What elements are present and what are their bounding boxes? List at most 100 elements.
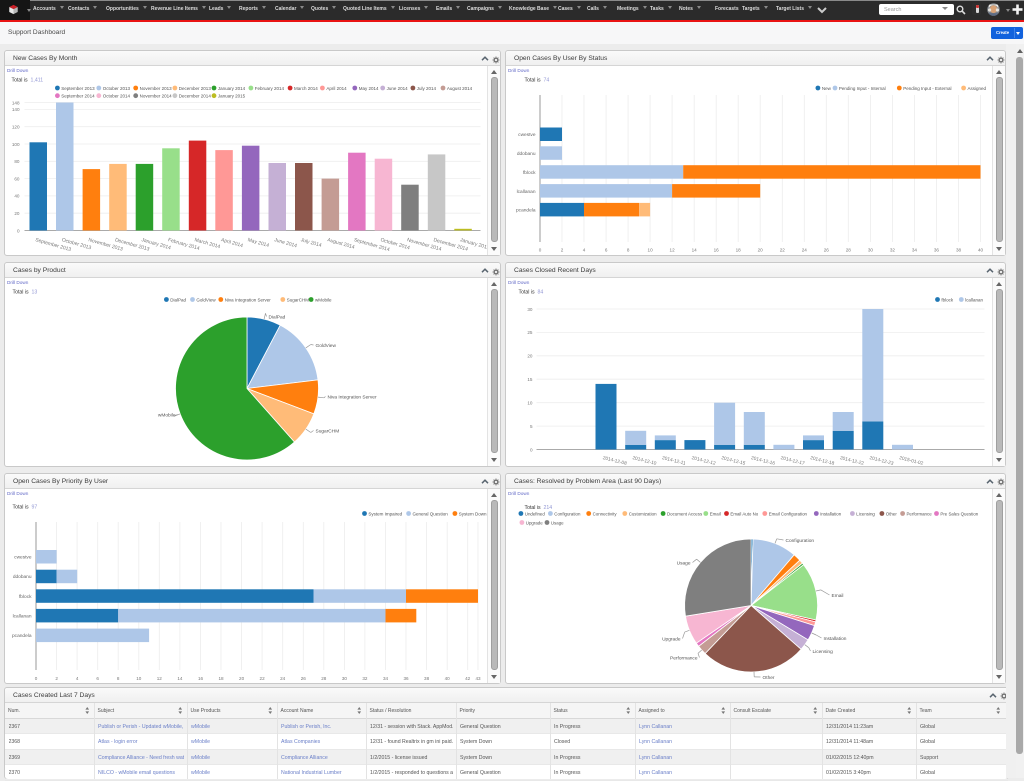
svg-text:Configuration: Configuration: [554, 511, 581, 516]
svg-text:December 2013: December 2013: [179, 86, 212, 91]
svg-text:Niva Integration Server: Niva Integration Server: [225, 298, 272, 303]
svg-text:Undefined: Undefined: [525, 511, 546, 516]
svg-text:SugarCHM: SugarCHM: [287, 298, 310, 303]
svg-text:42: 42: [465, 676, 471, 681]
svg-text:Installation: Installation: [820, 511, 842, 516]
svg-text:Email: Email: [832, 593, 844, 599]
svg-text:60: 60: [14, 176, 20, 181]
svg-text:Upgrade: Upgrade: [662, 636, 681, 642]
svg-text:12: 12: [157, 676, 163, 681]
svg-text:22: 22: [260, 676, 266, 681]
svg-text:lcallanan: lcallanan: [517, 189, 536, 195]
svg-text:24: 24: [802, 248, 808, 253]
svg-text:140: 140: [12, 107, 20, 112]
svg-text:Usage: Usage: [677, 560, 691, 566]
svg-text:6: 6: [96, 676, 99, 681]
svg-text:pcandela: pcandela: [516, 208, 536, 214]
svg-text:40: 40: [14, 194, 20, 199]
svg-text:2014-12-16: 2014-12-16: [750, 455, 776, 467]
svg-text:September 2013: September 2013: [61, 86, 95, 91]
svg-text:November 2013: November 2013: [140, 86, 173, 91]
svg-text:8: 8: [627, 248, 630, 253]
svg-text:Performance: Performance: [907, 511, 933, 516]
svg-text:4: 4: [76, 676, 79, 681]
svg-text:2015-01-02: 2015-01-02: [899, 455, 925, 467]
svg-text:Assigned: Assigned: [968, 86, 987, 91]
svg-text:lcallanan: lcallanan: [13, 613, 32, 619]
svg-text:Email: Email: [710, 511, 721, 516]
svg-text:10: 10: [648, 248, 654, 253]
svg-text:84: 84: [538, 290, 544, 296]
svg-text:ddobanu: ddobanu: [13, 574, 32, 580]
svg-text:Total is: Total is: [12, 78, 29, 84]
svg-text:Niva Integration Server: Niva Integration Server: [328, 395, 377, 401]
svg-text:28: 28: [846, 248, 852, 253]
svg-text:April 2014: April 2014: [220, 237, 244, 249]
svg-text:lcallanan: lcallanan: [965, 298, 983, 303]
svg-text:GoldView: GoldView: [196, 298, 216, 303]
svg-text:Other: Other: [886, 511, 898, 516]
svg-text:May 2014: May 2014: [359, 86, 379, 91]
svg-text:38: 38: [956, 248, 962, 253]
svg-text:September 2014: September 2014: [61, 94, 95, 99]
svg-text:214: 214: [544, 505, 553, 511]
svg-text:16: 16: [198, 676, 204, 681]
svg-text:2014-12-10: 2014-12-10: [632, 455, 658, 467]
svg-text:26: 26: [824, 248, 830, 253]
svg-text:fblock: fblock: [19, 593, 32, 599]
svg-text:Email Configuration: Email Configuration: [769, 511, 808, 516]
svg-text:5: 5: [530, 424, 533, 429]
svg-text:Document Access: Document Access: [667, 511, 703, 516]
svg-text:SugarCHM: SugarCHM: [316, 429, 340, 435]
svg-text:38: 38: [424, 676, 430, 681]
svg-text:36: 36: [934, 248, 940, 253]
svg-text:April 2014: April 2014: [326, 86, 347, 91]
svg-text:40: 40: [978, 248, 984, 253]
svg-text:June 2014: June 2014: [273, 237, 297, 249]
svg-text:14: 14: [692, 248, 698, 253]
svg-text:Other: Other: [763, 675, 775, 681]
svg-text:Configuration: Configuration: [786, 538, 815, 544]
svg-text:20: 20: [527, 354, 533, 359]
svg-text:43: 43: [475, 676, 481, 681]
svg-text:26: 26: [301, 676, 307, 681]
svg-text:June 2014: June 2014: [387, 86, 409, 91]
svg-text:30: 30: [868, 248, 874, 253]
svg-text:32: 32: [362, 676, 368, 681]
svg-text:January 2014: January 2014: [218, 86, 246, 91]
svg-text:2014-12-17: 2014-12-17: [780, 455, 806, 467]
svg-text:System Impaired: System Impaired: [368, 511, 402, 516]
svg-text:16: 16: [714, 248, 720, 253]
svg-text:80: 80: [14, 159, 20, 164]
svg-text:34: 34: [912, 248, 918, 253]
svg-text:July 2014: July 2014: [417, 86, 437, 91]
svg-text:Pending Input - Internal: Pending Input - Internal: [839, 86, 886, 91]
svg-text:fblock: fblock: [941, 298, 954, 303]
svg-text:2014-12-23: 2014-12-23: [869, 455, 895, 467]
svg-text:January 2015: January 2015: [218, 94, 246, 99]
svg-text:74: 74: [544, 78, 550, 84]
svg-text:DialPad: DialPad: [269, 315, 286, 321]
svg-text:Usage: Usage: [551, 520, 564, 525]
svg-text:Licensing: Licensing: [856, 511, 875, 516]
svg-text:pcandela: pcandela: [12, 633, 32, 639]
svg-text:12: 12: [670, 248, 676, 253]
svg-text:6: 6: [605, 248, 608, 253]
svg-text:2014-12-15: 2014-12-15: [721, 455, 747, 467]
svg-text:20: 20: [758, 248, 764, 253]
svg-text:18: 18: [736, 248, 742, 253]
svg-text:Total is: Total is: [13, 504, 30, 510]
svg-text:148: 148: [12, 100, 20, 105]
svg-text:10: 10: [136, 676, 142, 681]
svg-text:December 2014: December 2014: [179, 94, 212, 99]
svg-text:March 2014: March 2014: [294, 86, 318, 91]
svg-text:18: 18: [218, 676, 224, 681]
svg-text:30: 30: [342, 676, 348, 681]
svg-text:Total is: Total is: [525, 505, 542, 511]
svg-text:97: 97: [32, 504, 38, 510]
svg-text:32: 32: [890, 248, 896, 253]
svg-text:10: 10: [527, 401, 533, 406]
svg-text:0: 0: [539, 248, 542, 253]
svg-text:cwestve: cwestve: [518, 132, 536, 138]
svg-text:fblock: fblock: [523, 170, 536, 176]
